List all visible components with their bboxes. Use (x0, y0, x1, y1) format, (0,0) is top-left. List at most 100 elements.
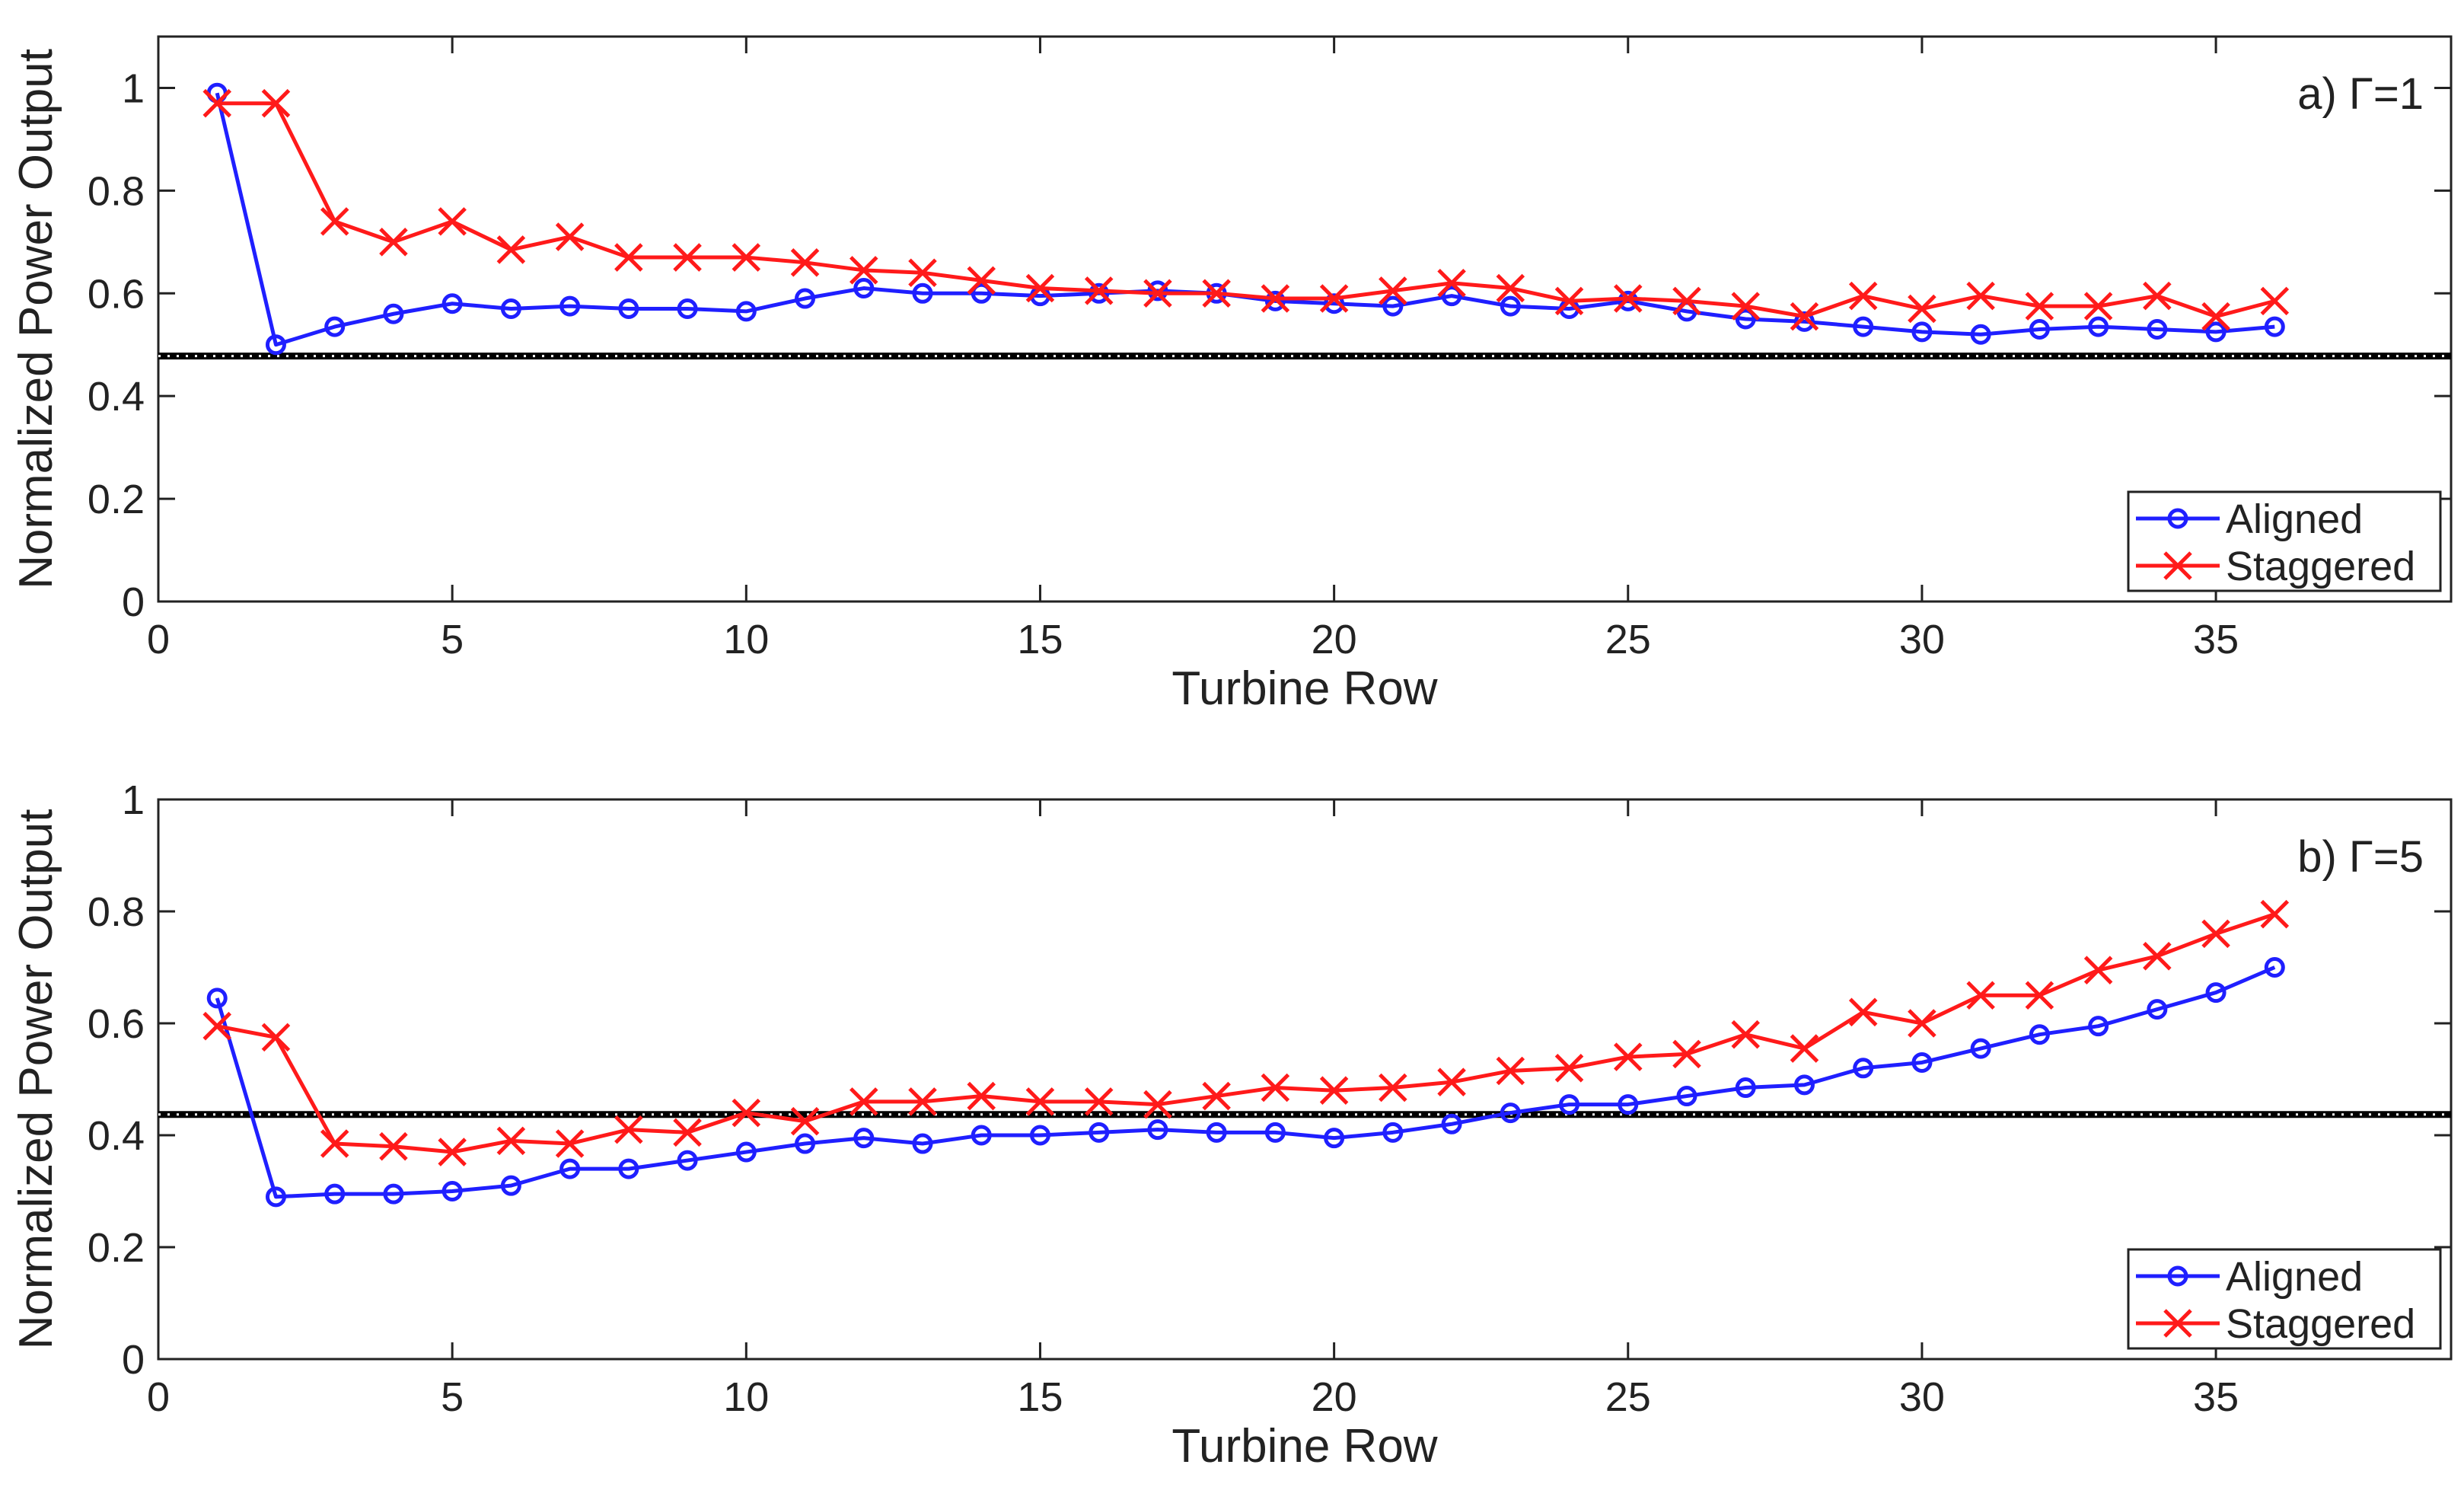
data-point-staggered (2025, 292, 2054, 321)
data-point-staggered (1496, 1056, 1525, 1086)
data-point-staggered (1025, 273, 1055, 303)
data-point-staggered (2260, 286, 2290, 316)
x-marker-stroke (614, 1115, 643, 1144)
data-point-staggered (1261, 1073, 1290, 1102)
x-axis-label: Turbine Row (1171, 662, 1437, 715)
x-tick-label: 5 (441, 617, 464, 662)
x-marker-stroke (1025, 1087, 1055, 1116)
data-point-aligned (1029, 1125, 1050, 1146)
data-point-aligned (1147, 1119, 1168, 1141)
x-marker-stroke (1966, 981, 1995, 1010)
data-point-aligned (1382, 295, 1404, 317)
data-point-aligned (1500, 1102, 1521, 1124)
data-point-staggered (614, 243, 643, 272)
x-marker-stroke (790, 248, 820, 277)
data-point-staggered (1554, 1054, 1584, 1083)
data-point-staggered (1908, 1009, 1936, 1038)
data-point-staggered (1437, 1067, 1466, 1096)
data-point-aligned (1911, 321, 1933, 343)
data-point-staggered (849, 1087, 878, 1116)
x-marker-stroke (1554, 286, 1584, 316)
x-marker-stroke (673, 1118, 702, 1147)
data-point-staggered (2083, 292, 2113, 321)
data-point-staggered (1319, 284, 1349, 313)
x-marker-stroke (2260, 899, 2290, 929)
x-marker-stroke (379, 1131, 408, 1161)
data-point-aligned (2205, 982, 2227, 1004)
data-point-aligned (324, 1183, 346, 1205)
data-point-staggered (1731, 1020, 1760, 1049)
series-line-staggered (216, 912, 2276, 1154)
x-marker-stroke (1908, 294, 1936, 324)
panel-annotation: a) Γ=1 (2297, 69, 2424, 119)
x-marker-stroke (202, 1011, 231, 1041)
x-marker-stroke (555, 222, 585, 251)
data-point-staggered (261, 1023, 291, 1052)
data-point-staggered (2025, 981, 2054, 1010)
x-marker-stroke (1496, 273, 1525, 303)
data-point-staggered (1379, 1073, 1407, 1102)
x-marker-stroke (849, 256, 878, 285)
data-point-staggered (320, 1129, 349, 1158)
data-point-staggered (1790, 1034, 1819, 1063)
data-point-staggered (1261, 284, 1290, 313)
data-point-aligned (500, 1175, 521, 1196)
data-point-aligned (1264, 290, 1286, 311)
data-point-aligned (265, 1186, 286, 1208)
data-point-staggered (1025, 1087, 1055, 1116)
x-marker-stroke (1790, 302, 1819, 331)
y-tick-label: 0.2 (88, 477, 145, 522)
axes-frame (157, 798, 2453, 1361)
data-point-aligned (2088, 1016, 2109, 1037)
data-point-staggered (1672, 286, 1701, 316)
data-point-aligned (324, 316, 346, 337)
x-marker-stroke (438, 207, 467, 236)
y-tick-label: 0.6 (88, 271, 145, 317)
x-marker-stroke (1261, 1073, 1290, 1102)
x-marker-stroke (1672, 286, 1701, 316)
data-point-aligned (1793, 311, 1815, 332)
data-point-aligned (500, 298, 521, 320)
x-marker-stroke (732, 1098, 761, 1128)
x-marker-stroke (2143, 942, 2172, 971)
data-point-aligned (1970, 1038, 1991, 1059)
data-point-staggered (790, 1106, 820, 1136)
data-point-staggered (1143, 1090, 1172, 1119)
data-point-aligned (1559, 1094, 1580, 1115)
x-marker-stroke (1379, 1073, 1407, 1102)
data-point-staggered (967, 266, 996, 295)
x-marker-stroke (2083, 956, 2113, 984)
data-point-staggered (261, 88, 291, 118)
data-point-aligned (795, 1133, 816, 1154)
legend-marker-staggered (2163, 551, 2192, 580)
x-marker-stroke (2260, 286, 2290, 316)
y-axis-label: Normalized Power Output (10, 809, 62, 1350)
data-point-aligned (2264, 316, 2285, 337)
data-point-staggered (1202, 279, 1231, 308)
data-point-staggered (1084, 276, 1114, 305)
x-tick-label: 35 (2193, 1374, 2239, 1420)
x-marker-stroke (261, 1023, 291, 1052)
data-point-aligned (853, 278, 875, 299)
data-point-staggered (732, 1098, 761, 1128)
data-point-staggered (2143, 942, 2172, 971)
x-marker-stroke (1614, 1042, 1643, 1071)
data-point-aligned (265, 334, 286, 356)
data-point-staggered (1143, 279, 1172, 308)
data-point-staggered (614, 1115, 643, 1144)
data-point-staggered (732, 243, 761, 272)
x-marker-stroke (202, 88, 231, 118)
data-point-staggered (1848, 281, 1878, 311)
x-marker-stroke (1908, 1009, 1936, 1038)
data-point-aligned (559, 295, 581, 317)
data-point-staggered (1966, 981, 1995, 1010)
x-marker-stroke (1084, 276, 1114, 305)
y-tick-label: 0.2 (88, 1225, 145, 1271)
data-point-staggered (438, 1138, 467, 1166)
data-point-aligned (853, 1128, 875, 1149)
data-point-staggered (1790, 302, 1819, 331)
data-point-aligned (2029, 1024, 2050, 1045)
x-tick-label: 30 (1899, 1374, 1945, 1420)
data-point-aligned (1853, 316, 1874, 337)
